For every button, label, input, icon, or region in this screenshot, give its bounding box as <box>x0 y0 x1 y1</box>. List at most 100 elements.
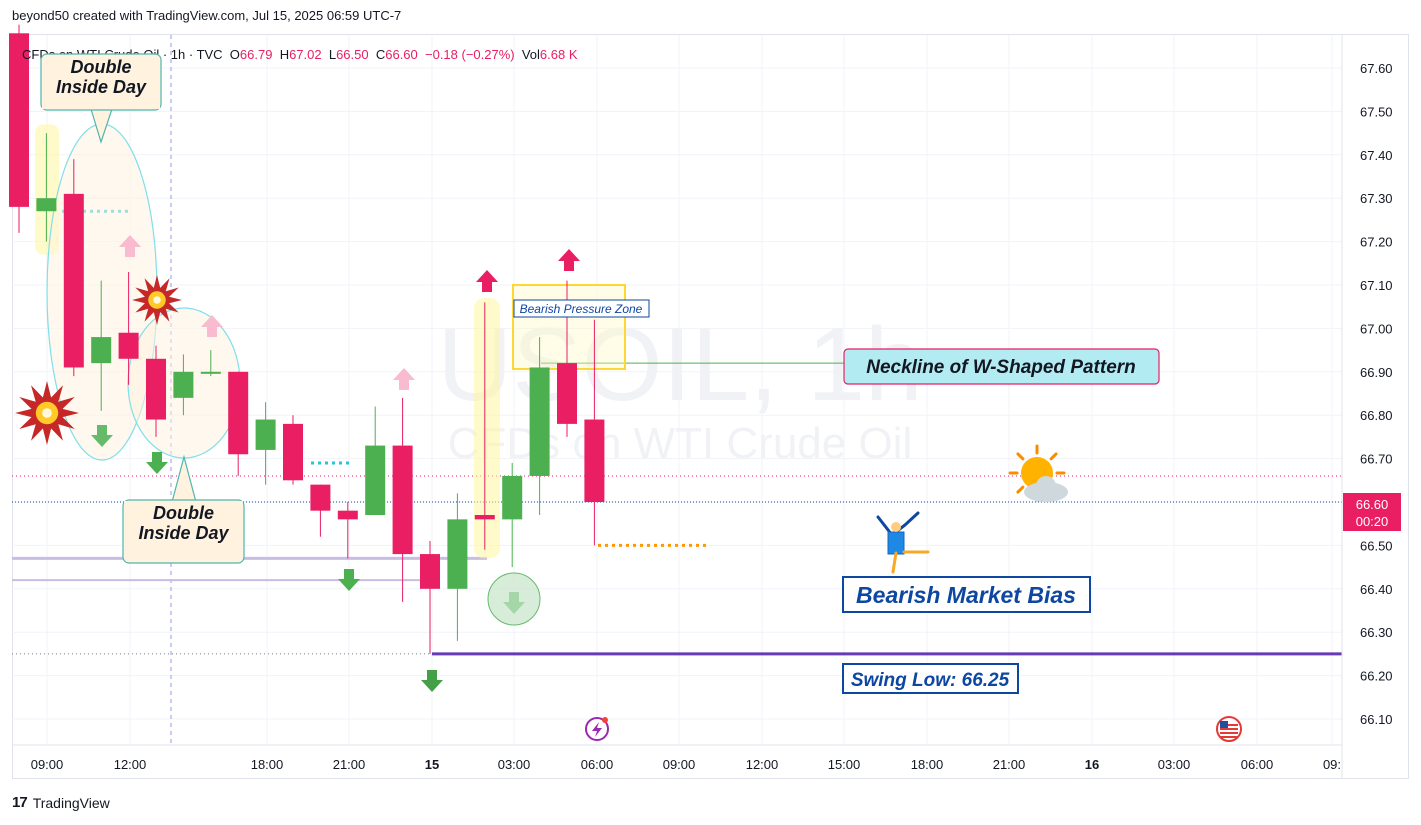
flag-stripe <box>1220 736 1238 738</box>
price-tick-label: 66.40 <box>1360 582 1393 597</box>
time-axis: 09:00 12:00 18:00 21:00 15 03:00 06:00 09:00 12:… <box>12 716 1342 772</box>
flag-stripe <box>1220 732 1238 734</box>
candle <box>529 337 550 516</box>
price-tick-label: 66.30 <box>1360 625 1393 640</box>
candle-body <box>365 445 386 516</box>
price-tick-label: 67.50 <box>1360 104 1393 119</box>
sun-cloud-icon <box>1008 444 1068 502</box>
callout-text: Inside Day <box>138 523 229 543</box>
candle-body <box>9 33 29 207</box>
time-tick-label: 12:00 <box>746 757 779 772</box>
candle <box>447 493 468 641</box>
cloud-puff <box>1036 476 1056 496</box>
candle <box>310 484 331 537</box>
figure-torso <box>887 531 905 555</box>
candle <box>420 541 440 654</box>
candle-body <box>310 484 331 511</box>
chart-frame <box>12 34 1409 779</box>
zone-label-box <box>513 299 650 318</box>
candle <box>91 280 112 411</box>
price-tag-value: 66.60 <box>1356 497 1389 512</box>
candle-body <box>392 445 413 555</box>
legend-part: 66.60 <box>385 47 425 62</box>
price-tick-label: 67.60 <box>1360 61 1393 76</box>
time-tick-label: 09:00 <box>31 757 64 772</box>
down-arrow-icon <box>503 592 525 614</box>
flag-stripe <box>1220 728 1238 730</box>
candle <box>146 345 166 437</box>
candle-body <box>36 198 57 212</box>
tradingview-brand: TradingView <box>32 794 110 811</box>
time-tick-label: 03:00 <box>498 757 531 772</box>
time-tick-label: 03:00 <box>1158 757 1191 772</box>
time-tick-label: 21:00 <box>993 757 1026 772</box>
legend-part: 67.02 <box>289 47 329 62</box>
candle-body <box>447 519 468 589</box>
time-tick-label: 18:00 <box>251 757 284 772</box>
candle-body <box>173 371 194 398</box>
candle-body <box>63 193 84 368</box>
legend-part: L <box>329 47 336 62</box>
candle-body <box>337 510 358 520</box>
acrobat-figure-icon <box>876 511 930 574</box>
event-bolt <box>592 722 602 737</box>
up-arrow-icon <box>558 249 580 271</box>
time-tick-label: 09:00 <box>663 757 696 772</box>
candle <box>584 319 605 546</box>
flag-canton <box>1220 721 1228 728</box>
candle-body <box>146 358 166 420</box>
us-flag-event-icon <box>1216 716 1242 742</box>
lightning-event-icon <box>585 717 609 741</box>
up-arrow-icon <box>476 270 498 292</box>
bearish-pressure-zone <box>512 284 626 370</box>
down-arrow-icon <box>338 569 360 591</box>
chart-credit: beyond50 created with TradingView.com, J… <box>12 8 402 23</box>
candle-body <box>228 371 249 455</box>
bias-label-text: Bearish Market Bias <box>856 582 1076 608</box>
candle-body <box>502 475 523 520</box>
candle <box>9 24 29 233</box>
candle <box>365 406 386 516</box>
bearish-bias-label: Bearish Market Bias <box>842 576 1091 613</box>
price-axis: 67.60 67.50 67.40 67.30 67.20 67.10 67.00 66.90… <box>1341 35 1401 779</box>
candle <box>337 502 358 559</box>
annotation-labels: CFDs on WTI Crude Oil · 1h · TVC O66.79 … <box>22 47 1160 694</box>
tradingview-logo[interactable]: 17 TradingView <box>12 794 110 811</box>
candle-body <box>200 371 221 374</box>
candle <box>118 271 139 385</box>
sun-ray <box>1016 452 1025 461</box>
price-tick-label: 67.40 <box>1360 148 1393 163</box>
candle <box>36 133 57 242</box>
candle <box>173 354 194 416</box>
explosion-icon <box>132 275 182 325</box>
candle-body <box>91 337 112 364</box>
price-tag-box <box>1343 493 1401 531</box>
sun-ray <box>1016 485 1025 494</box>
callout-box <box>122 499 245 564</box>
up-arrow-icon <box>393 368 415 390</box>
candle-body <box>255 419 276 450</box>
candle <box>228 371 249 476</box>
bias-label-box <box>842 576 1091 613</box>
price-tag-countdown: 00:20 <box>1356 514 1389 529</box>
callout-box <box>40 53 162 111</box>
candle-body <box>118 332 139 359</box>
time-tick-label: 15:00 <box>828 757 861 772</box>
explosion-center <box>42 408 52 418</box>
legend-part: 66.79 <box>240 47 280 62</box>
event-dot <box>602 717 608 723</box>
time-tick-label: 06:00 <box>581 757 614 772</box>
explosion-center <box>153 296 161 304</box>
candlestick-series <box>9 24 605 654</box>
price-tick-label: 66.10 <box>1360 712 1393 727</box>
candle <box>474 302 495 550</box>
swing-low-text: Swing Low: 66.25 <box>851 670 1010 691</box>
sun-ray <box>1049 452 1058 461</box>
candle-body <box>557 363 577 424</box>
time-tick-label: 06:00 <box>1241 757 1274 772</box>
legend-part: −0.18 (−0.27%) <box>425 47 522 62</box>
neckline-label-text: Neckline of W-Shaped Pattern <box>866 357 1136 378</box>
price-levels <box>12 209 1342 656</box>
